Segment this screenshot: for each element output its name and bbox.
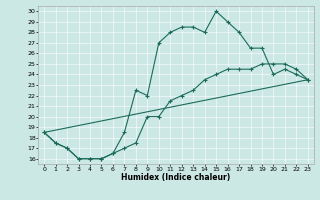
X-axis label: Humidex (Indice chaleur): Humidex (Indice chaleur) (121, 173, 231, 182)
